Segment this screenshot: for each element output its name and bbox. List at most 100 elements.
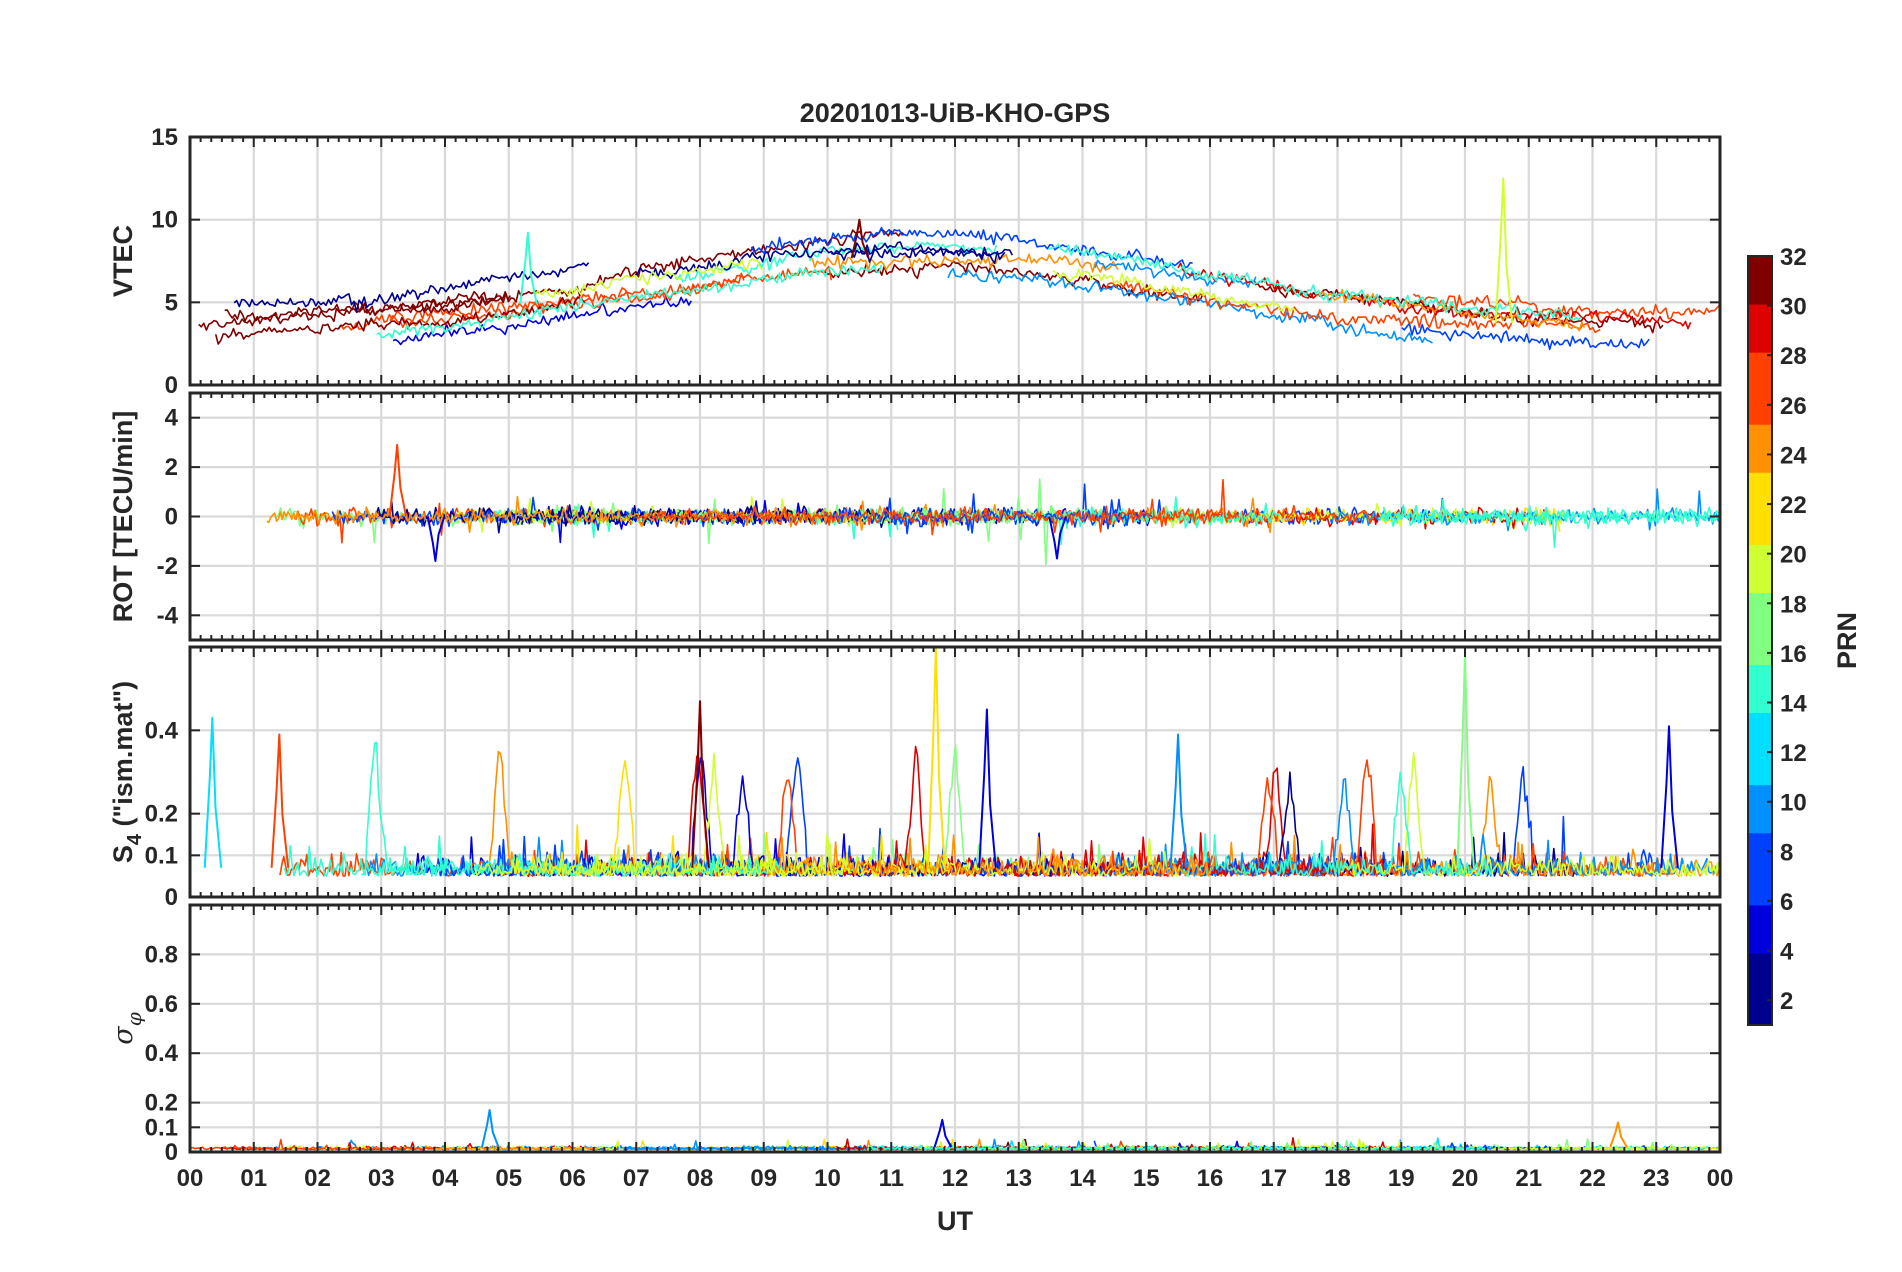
colorbar-segment — [1748, 832, 1772, 858]
y-axis-label: ROT [TECU/min] — [108, 411, 138, 622]
y-tick-label: 0.1 — [145, 842, 178, 869]
trace-line — [198, 290, 498, 331]
trace-line — [1340, 751, 1720, 877]
colorbar-segment — [1748, 376, 1772, 401]
x-tick-label: 16 — [1197, 1165, 1224, 1192]
trace-peak — [1609, 1121, 1628, 1148]
colorbar-segment — [1748, 520, 1772, 545]
colorbar-tick-label: 18 — [1780, 591, 1807, 618]
colorbar-tick-label: 12 — [1780, 740, 1807, 767]
trace-line — [233, 262, 590, 313]
colorbar-segment — [1748, 544, 1772, 569]
trace-peak — [519, 231, 538, 305]
y-axis-label-base: σ — [108, 1025, 139, 1045]
trace-line — [811, 253, 1119, 273]
colorbar-segment — [1748, 688, 1772, 714]
y-tick-label: 2 — [165, 454, 178, 481]
x-tick-label: 14 — [1069, 1165, 1096, 1192]
colorbar-tick-label: 4 — [1780, 939, 1794, 966]
trace-line — [283, 835, 595, 877]
y-axis-label-sub: φ — [122, 1012, 146, 1026]
y-tick-label: 0.4 — [145, 717, 179, 744]
y-axis-label: VTEC — [108, 225, 138, 297]
colorbar-tick-label: 8 — [1780, 839, 1793, 866]
y-ticks — [190, 953, 1720, 1153]
y-axis-label-base: S — [108, 845, 138, 863]
trace-line — [830, 246, 1014, 263]
x-tick-label: 09 — [750, 1165, 777, 1192]
colorbar-tick-label: 10 — [1780, 790, 1807, 817]
colorbar-segment — [1748, 808, 1772, 834]
trace-line — [532, 257, 763, 298]
trace-line — [376, 264, 883, 339]
y-tick-label: 0.2 — [145, 801, 178, 828]
colorbar-segment — [1748, 856, 1772, 882]
trace-line — [1179, 771, 1493, 877]
trace-peak — [1494, 177, 1514, 324]
panel-s4: 0 0.1 0.2 0.4S4 ("ism.mat") — [108, 645, 1722, 911]
trace-peak — [481, 1109, 500, 1148]
colorbar-segment — [1748, 616, 1772, 641]
x-tick-label: 03 — [368, 1165, 395, 1192]
y-tick-label: 0 — [165, 884, 178, 911]
x-ticks — [189, 905, 1721, 1152]
x-tick-label: 19 — [1388, 1165, 1415, 1192]
x-tick-label: 12 — [942, 1165, 969, 1192]
colorbar-label: PRN — [1832, 612, 1862, 669]
trace-peak — [426, 516, 446, 562]
y-tick-label: 4 — [165, 405, 179, 432]
trace-line — [266, 495, 865, 534]
y-tick-label: 0 — [165, 504, 178, 531]
colorbar-segment — [1748, 592, 1772, 617]
grid — [190, 905, 1720, 1152]
trace-line — [1048, 243, 1582, 321]
x-tick-label: 06 — [559, 1165, 586, 1192]
y-tick-label: 5 — [165, 289, 178, 316]
x-tick-label: 18 — [1324, 1165, 1351, 1192]
x-tick-label: 00 — [177, 1165, 204, 1192]
panel-rot: -4 -2 0 2 4 ROT [TECU/min] — [108, 391, 1722, 642]
trace-peak — [1169, 733, 1189, 868]
colorbar-segment — [1748, 448, 1772, 473]
panel-vtec: 0 5 10 15 VTEC — [108, 124, 1722, 399]
trace-line — [866, 1141, 1486, 1151]
traces — [198, 177, 1720, 351]
y-axis-label: S4 ("ism.mat") — [108, 681, 146, 863]
y-tick-label: 0 — [165, 372, 178, 399]
colorbar-segment — [1748, 664, 1772, 690]
colorbar-tick-label: 14 — [1780, 691, 1807, 718]
x-tick-label: 02 — [304, 1165, 331, 1192]
x-tick-label: 00 — [1707, 1165, 1734, 1192]
x-tick-label: 05 — [495, 1165, 522, 1192]
y-tick-label: 0.8 — [145, 941, 178, 968]
trace-peak — [270, 733, 290, 868]
y-axis-label: σφ — [108, 1012, 146, 1044]
colorbar-tick-label: 6 — [1780, 889, 1793, 916]
trace-line — [392, 295, 692, 346]
y-axis-label-rest: ("ism.mat") — [108, 681, 138, 834]
colorbar-tick-label: 28 — [1780, 343, 1807, 370]
colorbar-tick-label: 32 — [1780, 244, 1807, 271]
x-tick-label: 22 — [1579, 1165, 1606, 1192]
trace-peak — [978, 708, 997, 868]
y-ticks — [190, 136, 1720, 386]
trace-peak — [203, 716, 223, 868]
colorbar-tick-label: 26 — [1780, 393, 1807, 420]
colorbar-segment — [1748, 496, 1772, 521]
trace-line — [1316, 288, 1586, 332]
x-ticks — [189, 137, 1721, 385]
y-tick-label: -4 — [157, 602, 179, 629]
colorbar-tick-label: 24 — [1780, 442, 1807, 469]
traces — [266, 443, 1720, 566]
trace-line — [634, 241, 1006, 280]
trace-peak — [1048, 516, 1067, 560]
colorbar-segment — [1748, 1000, 1772, 1026]
colorbar-segment — [1748, 304, 1772, 329]
colorbar-tick-label: 22 — [1780, 492, 1807, 519]
colorbar-tick-label: 30 — [1780, 294, 1807, 321]
x-tick-label: 13 — [1005, 1165, 1032, 1192]
colorbar-segment — [1748, 568, 1772, 593]
y-ticks — [190, 416, 1720, 617]
